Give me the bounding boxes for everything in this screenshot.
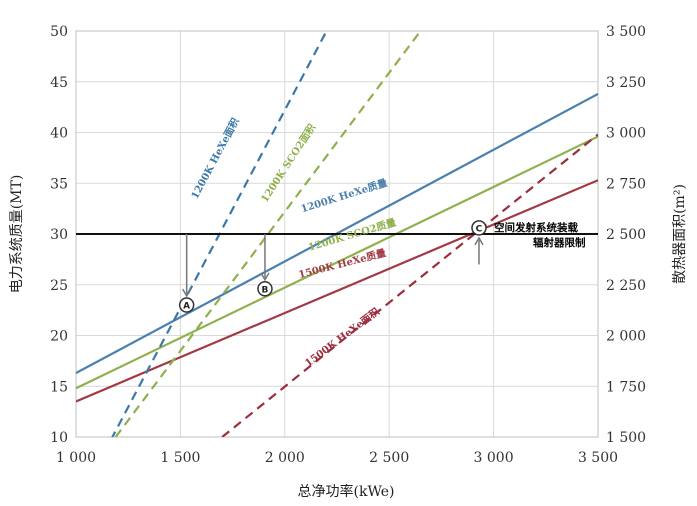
series-line-4 bbox=[114, 31, 422, 437]
y-right-tick-label: 2 750 bbox=[606, 176, 646, 192]
marker-arrowhead-A bbox=[182, 288, 192, 298]
y-left-tick-label: 25 bbox=[50, 278, 68, 294]
series-line-3 bbox=[111, 31, 328, 437]
marker-arrowhead-B bbox=[260, 272, 270, 282]
series-label-5: 1500K HeXe面积 bbox=[302, 305, 382, 370]
y-left-tick-label: 45 bbox=[50, 75, 68, 91]
y-right-tick-label: 2 000 bbox=[606, 329, 646, 345]
markers: A B C bbox=[178, 220, 487, 313]
y-right-axis-title: 散热器面积(m²) bbox=[672, 184, 688, 284]
marker-arrowhead-C bbox=[474, 236, 484, 246]
x-tick-label: 2 500 bbox=[369, 450, 409, 466]
y-left-tick-label: 35 bbox=[50, 176, 68, 192]
y-left-tick-label: 30 bbox=[50, 227, 68, 243]
y-left-tick-label: 10 bbox=[50, 430, 68, 446]
x-axis-title: 总净功率(kWe) bbox=[298, 483, 395, 500]
marker-label-A: A bbox=[183, 302, 190, 312]
x-tick-label: 1 000 bbox=[56, 450, 96, 466]
marker-circle-A bbox=[178, 297, 195, 313]
y-left-tick-label: 20 bbox=[50, 329, 68, 345]
series-line-5 bbox=[221, 133, 598, 437]
tick-labels: 1 000 1 500 2 000 2 500 3 000 3 500 10 15 20 25 30… bbox=[50, 24, 646, 466]
y-right-tick-label: 2 500 bbox=[606, 227, 646, 243]
series-line-2 bbox=[76, 179, 598, 403]
y-left-tick-label: 40 bbox=[50, 126, 68, 142]
y-right-tick-label: 1 500 bbox=[606, 430, 646, 446]
y-right-tick-label: 1 750 bbox=[606, 379, 646, 395]
y-right-tick-label: 2 250 bbox=[606, 278, 646, 294]
x-tick-label: 2 000 bbox=[265, 450, 305, 466]
x-tick-label: 1 500 bbox=[160, 450, 200, 466]
y-left-tick-label: 15 bbox=[50, 379, 68, 395]
y-left-tick-label: 50 bbox=[50, 24, 68, 40]
y-left-axis-title: 电力系统质量(MT) bbox=[9, 175, 25, 294]
y-right-tick-label: 3 000 bbox=[606, 126, 646, 142]
reference-label-line2: 辐射器限制 bbox=[533, 236, 586, 249]
marker-circle-C bbox=[471, 220, 487, 236]
series-label-3: 1200K HeXe面积 bbox=[188, 116, 242, 202]
marker-label-C: C bbox=[476, 224, 483, 234]
y-right-tick-label: 3 250 bbox=[606, 75, 646, 91]
reference-label-line1: 空间发射系统装载 bbox=[494, 221, 578, 234]
marker-label-B: B bbox=[262, 285, 269, 295]
x-tick-label: 3 000 bbox=[474, 450, 514, 466]
series-label-4: 1200K SCO2面积 bbox=[258, 121, 318, 204]
y-right-tick-label: 3 500 bbox=[606, 24, 646, 40]
series-label-0: 1200K HeXe质量 bbox=[299, 176, 389, 215]
series-line-1 bbox=[76, 135, 598, 390]
marker-circle-B bbox=[257, 281, 273, 297]
x-tick-label: 3 500 bbox=[578, 450, 618, 466]
